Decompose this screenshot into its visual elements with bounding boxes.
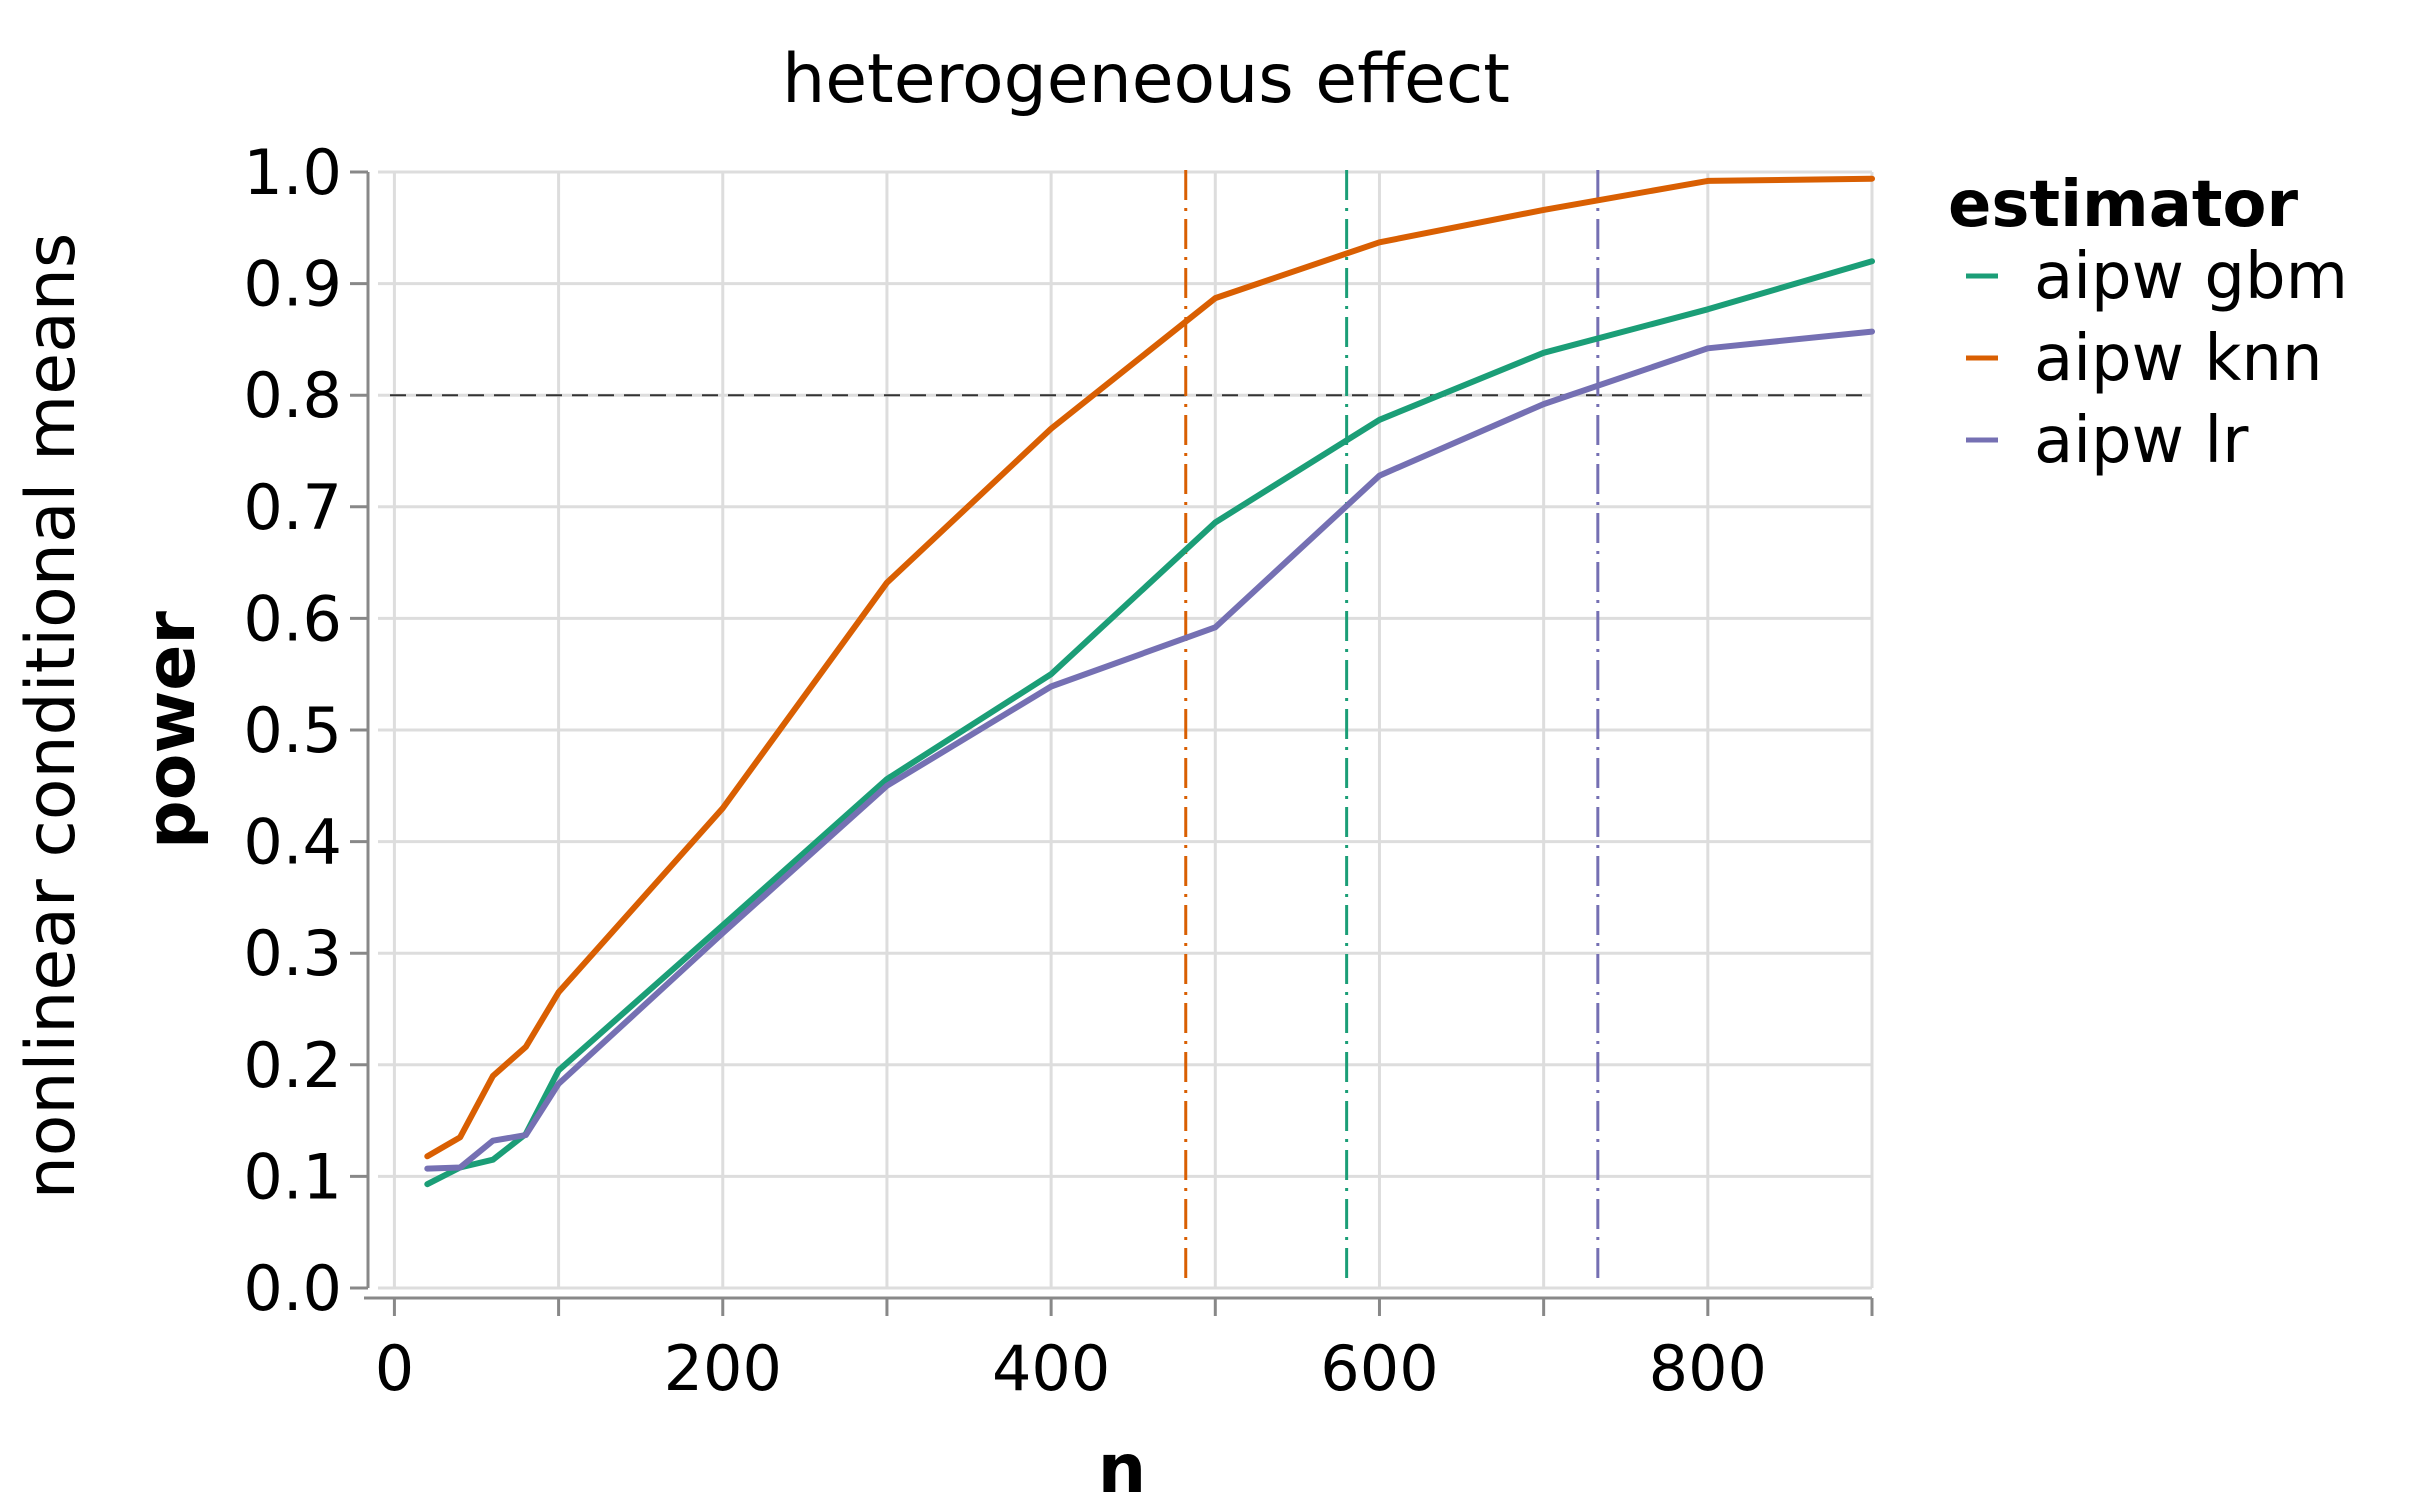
x-tick-label: 200 [664,1332,782,1405]
y-tick-label: 0.9 [243,248,342,321]
series-lines [424,175,1875,1188]
x-tick-labels: 0 200 400 600 800 [375,1332,1767,1405]
axes [350,170,1874,1316]
legend-label: aipw lr [2034,404,2249,478]
y-tick-label: 0.3 [243,917,342,990]
row-label: nonlinear conditional means [12,233,91,1200]
y-tick-label: 1.0 [243,136,342,209]
y-tick-label: 0.4 [243,806,342,879]
y-axis-label: power [132,611,211,849]
x-axis-label: n [1098,1430,1146,1504]
series-line [424,258,1875,1188]
y-tick-label: 0.0 [243,1252,342,1325]
x-tick-label: 0 [375,1332,414,1405]
y-tick-label: 0.8 [243,359,342,432]
series-line [424,175,1875,1160]
y-tick-label: 0.6 [243,582,342,655]
y-tick-labels: 0.0 0.1 0.2 0.3 0.4 0.5 0.6 0.7 0.8 0.9 1.0 [243,136,342,1325]
x-tick-label: 600 [1320,1332,1438,1405]
legend-label: aipw gbm [2034,240,2348,314]
legend-title: estimator [1948,168,2298,242]
x-tick-label: 800 [1649,1332,1767,1405]
series-line [424,328,1875,1172]
chart-title: heterogeneous effect [782,40,1510,119]
legend-items: aipw gbm aipw knn aipw lr [1966,240,2348,478]
y-tick-label: 0.5 [243,694,342,767]
legend: estimator aipw gbm aipw knn aipw lr [1948,168,2348,478]
grid [378,170,1874,1290]
y-tick-label: 0.1 [243,1140,342,1213]
legend-label: aipw knn [2034,322,2323,396]
y-tick-label: 0.2 [243,1029,342,1102]
x-tick-label: 400 [992,1332,1110,1405]
y-tick-label: 0.7 [243,471,342,544]
reference-lines [390,170,1872,1282]
